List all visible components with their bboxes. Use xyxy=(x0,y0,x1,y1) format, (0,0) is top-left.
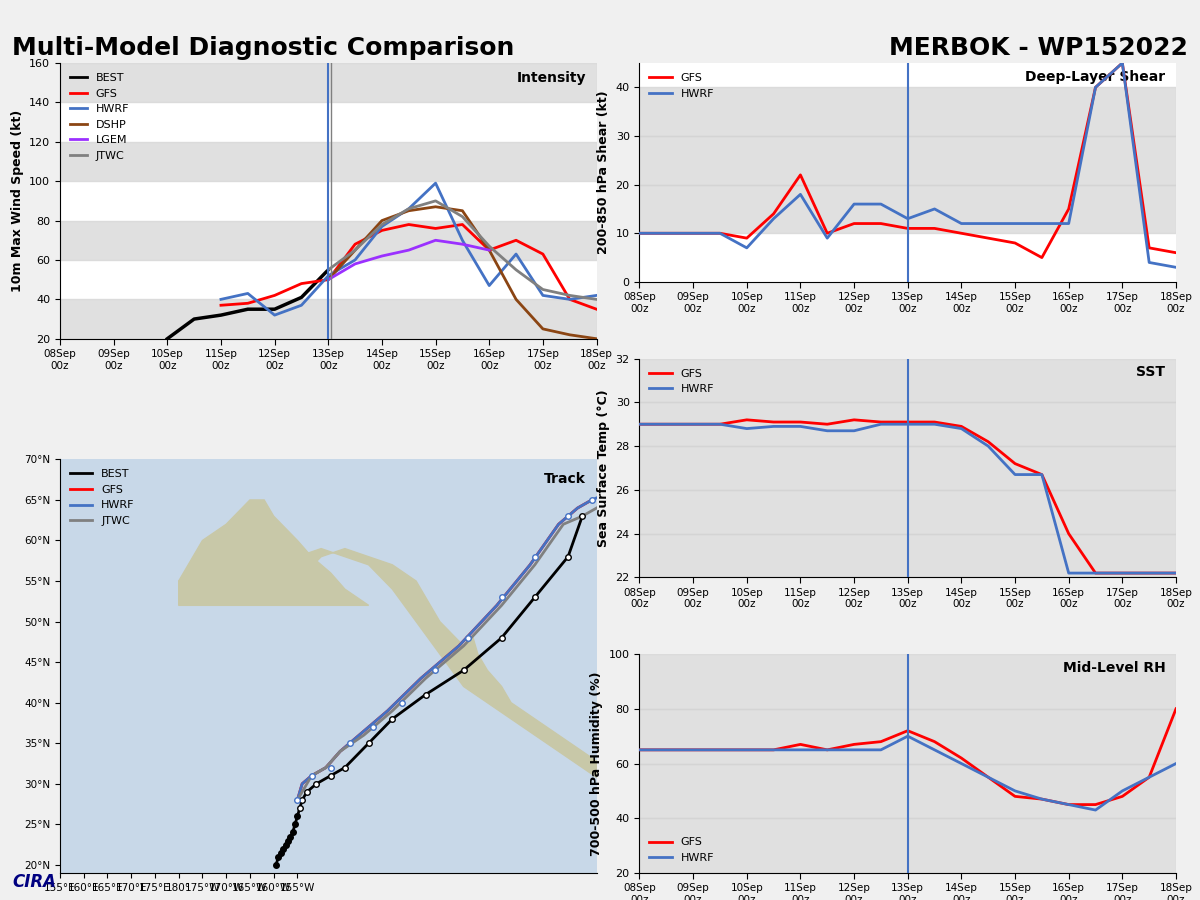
Legend: GFS, HWRF: GFS, HWRF xyxy=(646,68,719,103)
Bar xyxy=(640,87,1176,136)
Y-axis label: 10m Max Wind Speed (kt): 10m Max Wind Speed (kt) xyxy=(11,110,24,292)
Text: CIRA: CIRA xyxy=(12,873,56,891)
Bar xyxy=(640,818,1176,873)
Bar xyxy=(60,300,596,338)
Text: MERBOK - WP152022: MERBOK - WP152022 xyxy=(889,36,1188,60)
Bar xyxy=(60,220,596,260)
Bar xyxy=(640,358,1176,402)
Text: Track: Track xyxy=(544,472,586,486)
Bar xyxy=(640,534,1176,578)
Bar xyxy=(60,142,596,181)
Bar xyxy=(640,763,1176,818)
Bar xyxy=(640,402,1176,446)
Bar xyxy=(640,446,1176,490)
Legend: BEST, GFS, HWRF, JTWC: BEST, GFS, HWRF, JTWC xyxy=(66,465,139,530)
Text: Multi-Model Diagnostic Comparison: Multi-Model Diagnostic Comparison xyxy=(12,36,515,60)
Bar xyxy=(640,709,1176,763)
Polygon shape xyxy=(179,500,368,606)
Bar xyxy=(640,184,1176,233)
Bar xyxy=(60,63,596,103)
Legend: GFS, HWRF: GFS, HWRF xyxy=(646,833,719,868)
Bar xyxy=(640,654,1176,709)
Text: Intensity: Intensity xyxy=(516,71,586,86)
Bar xyxy=(640,136,1176,184)
Text: SST: SST xyxy=(1136,365,1165,379)
Legend: BEST, GFS, HWRF, DSHP, LGEM, JTWC: BEST, GFS, HWRF, DSHP, LGEM, JTWC xyxy=(66,68,133,166)
Text: Mid-Level RH: Mid-Level RH xyxy=(1062,661,1165,675)
Y-axis label: Sea Surface Temp (°C): Sea Surface Temp (°C) xyxy=(596,389,610,547)
Y-axis label: 700-500 hPa Humidity (%): 700-500 hPa Humidity (%) xyxy=(590,671,604,856)
Legend: GFS, HWRF: GFS, HWRF xyxy=(646,364,719,399)
Text: Deep-Layer Shear: Deep-Layer Shear xyxy=(1025,69,1165,84)
Y-axis label: 200-850 hPa Shear (kt): 200-850 hPa Shear (kt) xyxy=(598,91,610,255)
Polygon shape xyxy=(179,549,749,873)
Bar xyxy=(640,490,1176,534)
